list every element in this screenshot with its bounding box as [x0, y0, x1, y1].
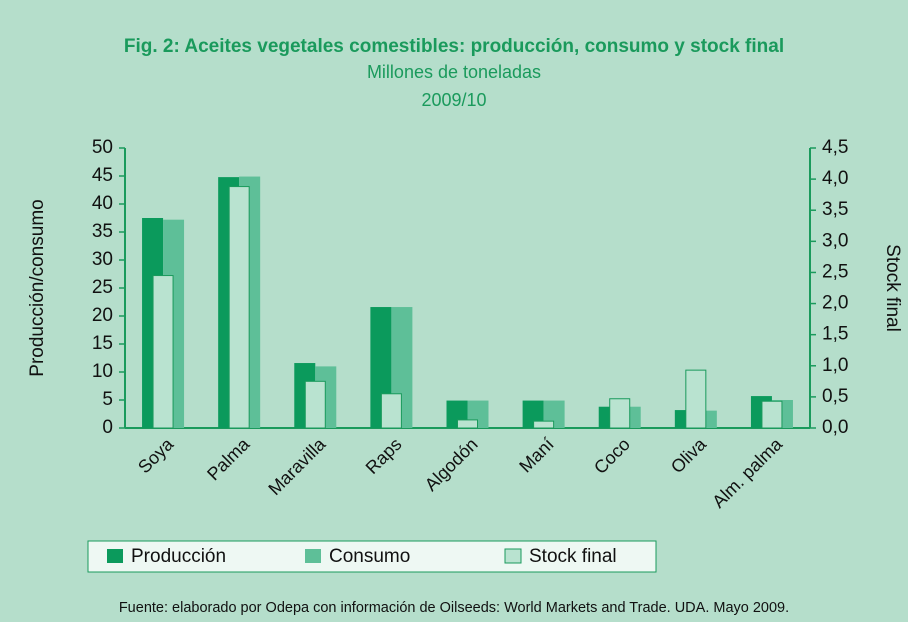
bar	[380, 393, 402, 429]
y2-tick-label: 2,0	[822, 293, 848, 314]
legend-swatch	[504, 548, 522, 564]
y2-tick-label: 1,5	[822, 324, 848, 345]
chart-period: 2009/10	[421, 90, 486, 110]
legend-label: Stock final	[529, 546, 617, 567]
x-tick-label: Maravilla	[264, 433, 330, 499]
bar	[152, 275, 174, 429]
legend-swatch	[305, 549, 321, 563]
x-tick-label: Oliva	[667, 433, 711, 477]
y-tick-label: 20	[92, 305, 113, 326]
y2-tick-label: 3,5	[822, 199, 848, 220]
y-tick-label: 50	[92, 137, 113, 158]
y2-tick-label: 3,0	[822, 230, 848, 251]
bar	[533, 420, 555, 429]
x-tick-label: Palma	[203, 433, 254, 484]
y2-tick-label: 0,0	[822, 417, 848, 438]
y-tick-label: 10	[92, 361, 113, 382]
y2-tick-label: 1,0	[822, 355, 848, 376]
y2-tick-label: 4,5	[822, 137, 848, 158]
legend-label: Consumo	[329, 546, 410, 567]
y-tick-label: 0	[102, 417, 113, 438]
bar	[685, 369, 707, 429]
bar	[228, 186, 250, 429]
legend-label: Producción	[131, 546, 226, 567]
x-tick-label: Coco	[590, 434, 634, 478]
y2-axis-label: Stock final	[882, 244, 903, 332]
legend-box	[87, 540, 657, 573]
x-tick-label: Maní	[515, 434, 557, 476]
source-note: Fuente: elaborado por Odepa con informac…	[119, 600, 789, 616]
y-tick-label: 35	[92, 221, 113, 242]
x-tick-label: Raps	[362, 434, 406, 478]
y-tick-label: 15	[92, 333, 113, 354]
y-tick-label: 30	[92, 249, 113, 270]
y2-tick-label: 4,0	[822, 168, 848, 189]
chart-title: Fig. 2: Aceites vegetales comestibles: p…	[124, 36, 784, 57]
y2-tick-label: 0,5	[822, 386, 848, 407]
bar	[609, 398, 631, 429]
y-tick-label: 45	[92, 165, 113, 186]
bar	[304, 380, 326, 429]
x-tick-label: Algodón	[421, 434, 482, 495]
y2-tick-label: 2,5	[822, 261, 848, 282]
chart-subtitle: Millones de toneladas	[367, 62, 541, 82]
y-axis-label: Producción/consumo	[27, 199, 48, 376]
x-tick-label: Alm. palma	[708, 433, 786, 511]
y-tick-label: 5	[102, 389, 113, 410]
y-tick-label: 25	[92, 277, 113, 298]
bar	[457, 419, 478, 429]
x-tick-label: Soya	[134, 433, 178, 477]
bar	[761, 400, 783, 429]
legend-swatch	[107, 549, 123, 563]
y-tick-label: 40	[92, 193, 113, 214]
